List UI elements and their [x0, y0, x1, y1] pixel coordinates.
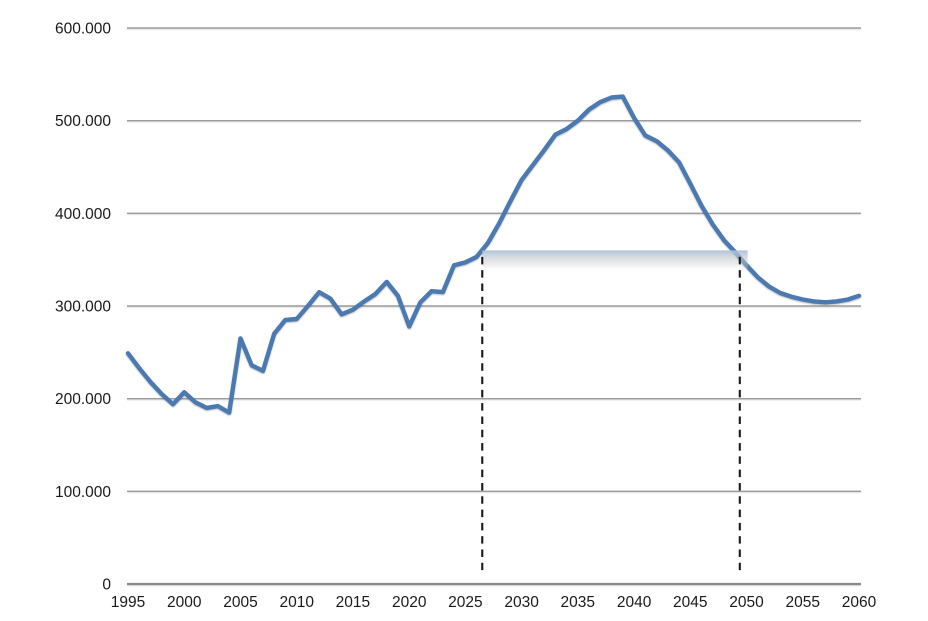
y-axis-labels-group: 0 100.000 200.000 300.000 400.000 500.000 600.…: [55, 21, 111, 594]
x-axis-tick-label: 2050: [729, 594, 764, 611]
y-axis-tick-label: 500.000: [55, 113, 111, 130]
x-axis-tick-label: 2045: [673, 594, 707, 611]
x-axis-tick-label: 2035: [561, 594, 595, 611]
y-axis-tick-label: 100.000: [55, 484, 111, 501]
x-axis-tick-label: 2005: [223, 594, 257, 611]
x-axis-labels-group: 1995 2000 2005 2010 2015 2020 2025 2030 2035 2040…: [111, 594, 877, 611]
y-axis-tick-label: 0: [102, 577, 111, 594]
dashed-guides-group: [481, 256, 741, 571]
x-axis-tick-label: 2015: [336, 594, 370, 611]
x-axis-tick-label: 2030: [504, 594, 539, 611]
x-axis-tick-label: 2020: [392, 594, 427, 611]
equal-level-highlight-band: [482, 250, 748, 272]
y-axis-tick-label: 200.000: [55, 391, 111, 408]
highlight-band-group: [482, 250, 748, 272]
x-axis-tick-label: 2040: [617, 594, 652, 611]
x-axis-tick-label: 2000: [167, 594, 202, 611]
x-axis-tick-label: 1995: [111, 594, 145, 611]
gridlines-group: [127, 27, 861, 586]
x-axis-tick-label: 2060: [842, 594, 877, 611]
x-axis-tick-label: 2010: [279, 594, 314, 611]
x-axis-tick-label: 2025: [448, 594, 482, 611]
y-axis-tick-label: 400.000: [55, 206, 111, 223]
x-axis-tick-label: 2055: [786, 594, 820, 611]
y-axis-tick-label: 600.000: [55, 21, 111, 38]
y-axis-tick-label: 300.000: [55, 299, 111, 316]
